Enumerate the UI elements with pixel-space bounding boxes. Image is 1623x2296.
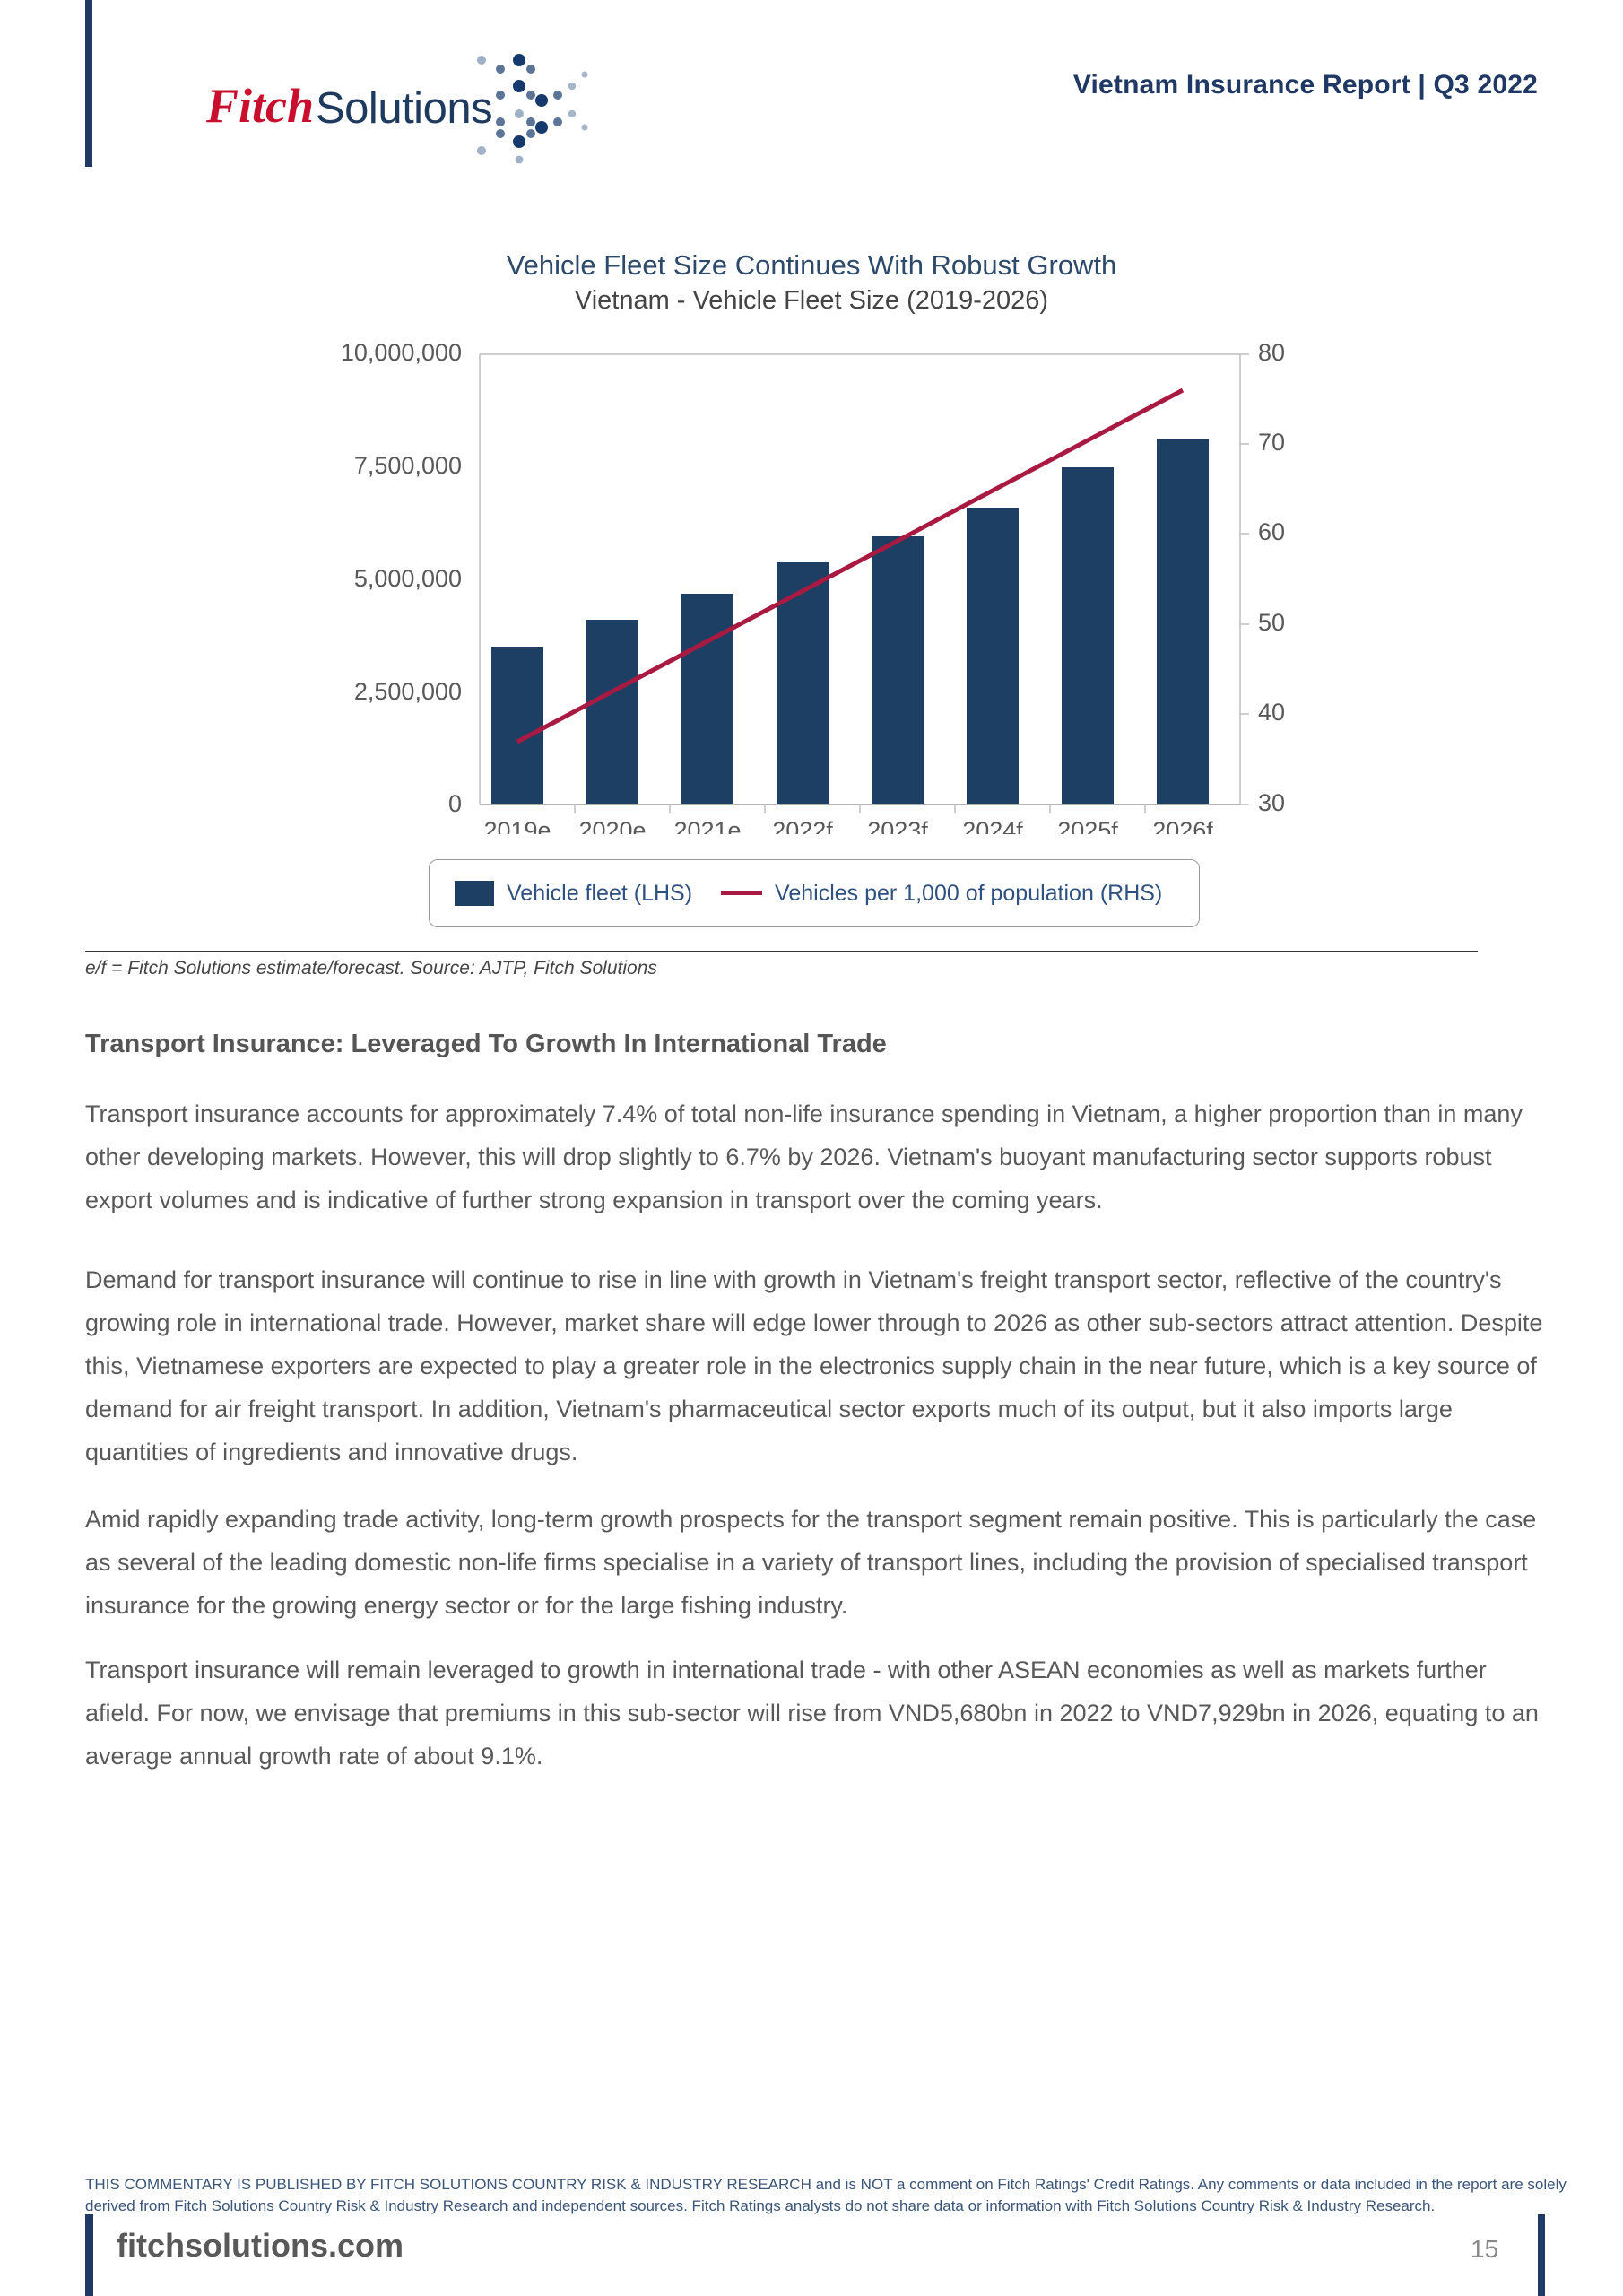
svg-text:2,500,000: 2,500,000: [354, 678, 462, 705]
svg-text:2024f: 2024f: [962, 817, 1023, 834]
svg-text:Fitch: Fitch: [206, 79, 314, 133]
svg-text:10,000,000: 10,000,000: [341, 339, 462, 366]
svg-text:5,000,000: 5,000,000: [354, 565, 462, 592]
svg-text:Solutions: Solutions: [316, 84, 492, 133]
svg-text:70: 70: [1258, 429, 1285, 456]
svg-text:60: 60: [1258, 518, 1285, 545]
svg-text:2022f: 2022f: [772, 817, 833, 834]
svg-text:40: 40: [1258, 699, 1285, 726]
svg-text:2023f: 2023f: [867, 817, 928, 834]
svg-text:80: 80: [1258, 339, 1285, 366]
svg-text:2025f: 2025f: [1057, 817, 1118, 834]
svg-text:50: 50: [1258, 609, 1285, 636]
svg-text:2020e: 2020e: [578, 817, 646, 834]
svg-text:0: 0: [448, 790, 462, 817]
svg-text:2026f: 2026f: [1152, 817, 1213, 834]
svg-text:2019e: 2019e: [483, 817, 551, 834]
svg-text:30: 30: [1258, 789, 1285, 816]
svg-text:7,500,000: 7,500,000: [354, 452, 462, 479]
svg-text:2021e: 2021e: [673, 817, 741, 834]
